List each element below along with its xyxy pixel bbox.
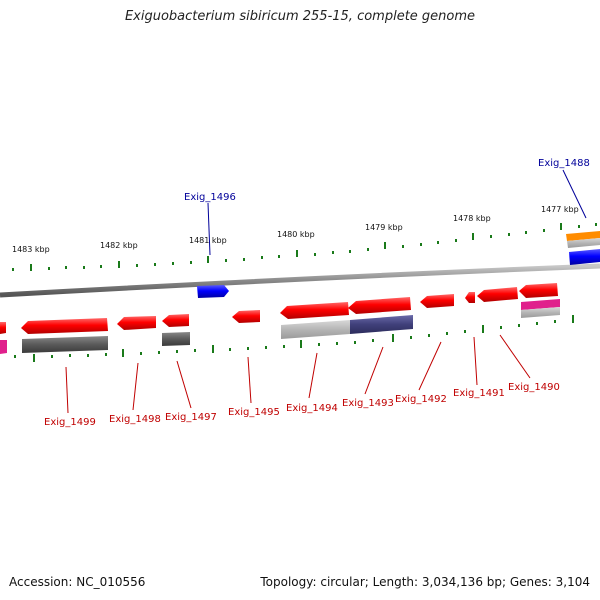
dark-grey-feature — [162, 332, 190, 346]
leader-exig-1496 — [207, 202, 211, 256]
light-grey-feature — [567, 238, 600, 248]
genome-summary-text: Topology: circular; Length: 3,034,136 bp… — [260, 575, 590, 589]
gene-exig-1495-arrow[interactable] — [232, 310, 260, 323]
gene-label[interactable]: Exig_1499 — [44, 417, 96, 428]
leader-exig-1490 — [499, 334, 531, 379]
leader-exig-1488 — [562, 169, 587, 219]
kbp-label: 1479 kbp — [365, 223, 403, 232]
kbp-label: 1483 kbp — [12, 245, 50, 254]
gene-exig-1498-arrow[interactable] — [117, 316, 156, 330]
kbp-label: 1477 kbp — [541, 205, 579, 214]
kbp-label: 1478 kbp — [453, 214, 491, 223]
leader-exig-1492 — [418, 341, 442, 391]
gene-label[interactable]: Exig_1492 — [395, 394, 447, 405]
gene-label[interactable]: Exig_1495 — [228, 407, 280, 418]
gene-exig-1491-arrow[interactable] — [465, 292, 475, 303]
kbp-label: 1482 kbp — [100, 241, 138, 250]
leader-exig-1495 — [247, 356, 252, 404]
orange-feature — [566, 231, 600, 241]
gene-exig-1490-arrow[interactable] — [519, 283, 558, 298]
navy-feature — [350, 315, 413, 334]
outer-ruler — [12, 223, 597, 271]
gene-label[interactable]: Exig_1494 — [286, 403, 338, 414]
gene-label[interactable]: Exig_1496 — [184, 192, 236, 203]
gene-exig-1492-arrow[interactable] — [420, 294, 454, 308]
magenta-feature — [521, 299, 560, 310]
genome-backbone — [0, 263, 600, 298]
accession-text: Accession: NC_010556 — [9, 575, 146, 589]
gene-exig-1494-arrow[interactable] — [280, 302, 349, 319]
reverse-strand-genes — [0, 283, 558, 334]
map-title: Exiguobacterium sibiricum 255-15, comple… — [124, 9, 476, 24]
leader-exig-1493 — [364, 346, 384, 395]
gene-label[interactable]: Exig_1493 — [342, 398, 394, 409]
inner-ruler — [14, 315, 574, 362]
gene-exig-1493-arrow[interactable] — [348, 297, 411, 314]
gene-small-arrow[interactable] — [477, 287, 518, 302]
leader-exig-1498 — [132, 362, 139, 411]
leader-exig-1491 — [473, 336, 478, 386]
gene-label[interactable]: Exig_1497 — [165, 412, 217, 423]
gene-partial-left[interactable] — [0, 322, 6, 334]
light-grey-feature — [521, 307, 560, 318]
gene-label[interactable]: Exig_1490 — [508, 382, 560, 393]
reverse-strand-features — [0, 299, 560, 354]
gene-exig-1496-arrow[interactable] — [197, 285, 229, 298]
kbp-label: 1481 kbp — [189, 236, 227, 245]
magenta-feature — [0, 340, 7, 354]
dark-grey-feature — [22, 336, 108, 353]
gene-exig-1497-arrow[interactable] — [162, 314, 189, 327]
kbp-label: 1480 kbp — [277, 230, 315, 239]
gene-label[interactable]: Exig_1488 — [538, 158, 590, 169]
leader-exig-1497 — [176, 360, 192, 409]
gene-exig-1488-arrow[interactable] — [569, 249, 600, 265]
gene-label[interactable]: Exig_1491 — [453, 388, 505, 399]
gene-label[interactable]: Exig_1498 — [109, 414, 161, 425]
light-grey-feature — [281, 320, 350, 339]
leader-exig-1494 — [308, 352, 318, 399]
leader-lines — [65, 169, 587, 414]
leader-exig-1499 — [65, 366, 69, 414]
gene-exig-1499-arrow[interactable] — [21, 318, 108, 334]
forward-strand-features — [197, 231, 600, 298]
